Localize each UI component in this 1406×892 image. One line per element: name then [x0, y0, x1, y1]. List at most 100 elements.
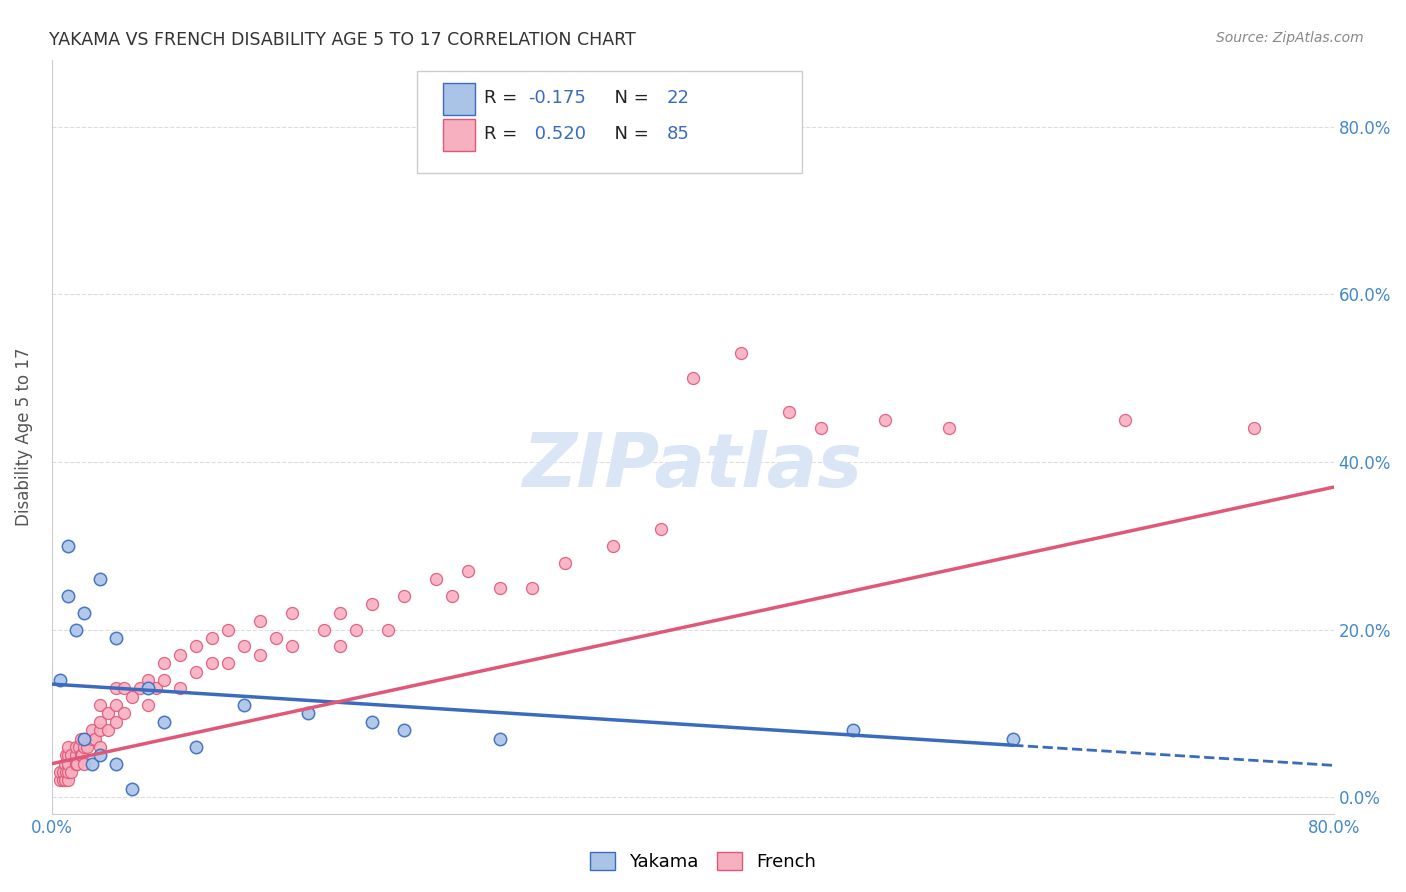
Point [169, 648, 191, 662]
Point [55, 765, 77, 780]
Point [233, 640, 256, 654]
Point [89, 748, 111, 763]
Point [65, 748, 87, 763]
Point [169, 681, 191, 696]
Point [249, 648, 271, 662]
Point [49, 765, 72, 780]
Point [84, 731, 107, 746]
Point [73, 731, 96, 746]
Point [112, 681, 135, 696]
Point [69, 731, 91, 746]
Point [80, 756, 103, 771]
Point [184, 640, 207, 654]
Point [314, 623, 336, 637]
Point [56, 539, 79, 553]
Text: 0.520: 0.520 [529, 125, 586, 144]
Point [53, 756, 76, 771]
Point [73, 739, 96, 754]
Point [145, 681, 167, 696]
Point [153, 656, 176, 670]
Point [457, 564, 479, 578]
Point [56, 756, 79, 771]
Point [89, 698, 111, 712]
Point [97, 723, 120, 738]
Point [778, 404, 800, 418]
Point [184, 665, 207, 679]
Point [394, 589, 416, 603]
Text: N =: N = [603, 125, 654, 144]
Point [361, 714, 384, 729]
Point [49, 773, 72, 788]
Point [281, 640, 304, 654]
Text: YAKAMA VS FRENCH DISABILITY AGE 5 TO 17 CORRELATION CHART: YAKAMA VS FRENCH DISABILITY AGE 5 TO 17 … [49, 31, 636, 49]
Point [65, 623, 87, 637]
Point [56, 773, 79, 788]
Point [441, 589, 464, 603]
Point [56, 589, 79, 603]
Point [112, 706, 135, 721]
Point [89, 739, 111, 754]
Point [52, 773, 75, 788]
Point [184, 739, 207, 754]
Point [730, 346, 752, 360]
Bar [443, 120, 475, 151]
Point [217, 623, 239, 637]
Point [329, 606, 352, 620]
Point [104, 698, 127, 712]
Point [97, 706, 120, 721]
Point [297, 706, 319, 721]
Point [121, 781, 143, 796]
Point [80, 723, 103, 738]
Point [104, 631, 127, 645]
Text: Source: ZipAtlas.com: Source: ZipAtlas.com [1216, 31, 1364, 45]
Point [76, 739, 98, 754]
Point [70, 748, 93, 763]
Point [56, 739, 79, 754]
Point [842, 723, 865, 738]
Point [73, 606, 96, 620]
Point [329, 640, 352, 654]
Point [53, 773, 76, 788]
Point [344, 623, 367, 637]
Point [264, 631, 287, 645]
Point [1114, 413, 1136, 427]
Point [128, 681, 150, 696]
Point [394, 723, 416, 738]
Point [65, 756, 87, 771]
Point [136, 698, 159, 712]
Point [56, 765, 79, 780]
Point [1243, 421, 1265, 435]
Point [217, 656, 239, 670]
Text: ZIPatlas: ZIPatlas [523, 431, 863, 503]
Point [104, 714, 127, 729]
FancyBboxPatch shape [418, 71, 801, 173]
Point [66, 756, 89, 771]
Point [233, 698, 256, 712]
Point [56, 748, 79, 763]
Point [522, 581, 544, 595]
Point [153, 714, 176, 729]
Text: R =: R = [484, 125, 523, 144]
Point [553, 556, 575, 570]
Point [153, 673, 176, 687]
Point [59, 748, 82, 763]
Point [59, 765, 82, 780]
Point [89, 723, 111, 738]
Point [73, 731, 96, 746]
Point [52, 765, 75, 780]
Point [650, 522, 672, 536]
Text: 22: 22 [666, 89, 690, 107]
Point [136, 673, 159, 687]
Point [201, 656, 224, 670]
Point [281, 606, 304, 620]
Point [489, 581, 512, 595]
Point [249, 614, 271, 628]
Text: 85: 85 [666, 125, 690, 144]
Y-axis label: Disability Age 5 to 17: Disability Age 5 to 17 [15, 348, 32, 526]
Bar [443, 83, 475, 115]
Point [89, 572, 111, 586]
Point [361, 598, 384, 612]
Point [425, 572, 447, 586]
Point [104, 681, 127, 696]
Point [1002, 731, 1025, 746]
